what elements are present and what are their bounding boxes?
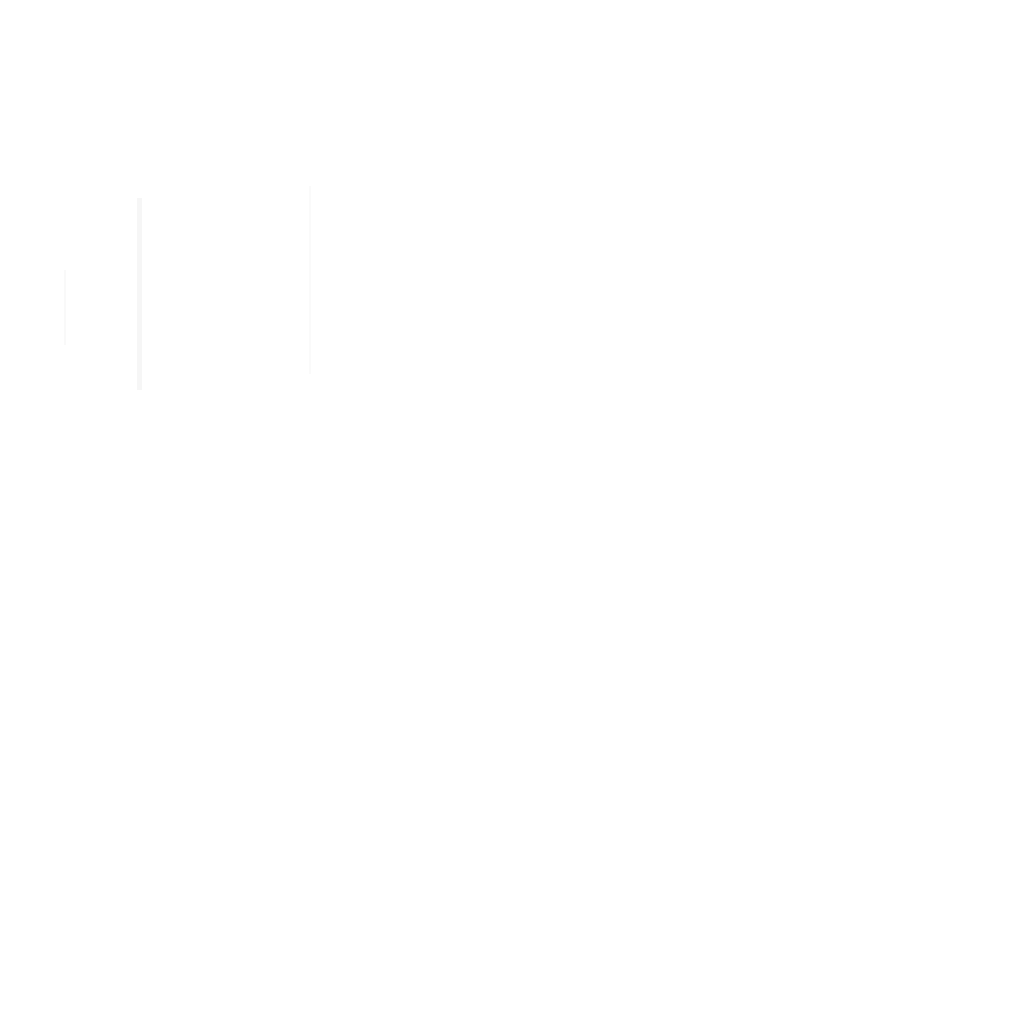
faint-content-region bbox=[60, 180, 320, 395]
faint-vertical-line bbox=[309, 186, 311, 374]
faint-vertical-line bbox=[137, 198, 142, 390]
faint-vertical-line bbox=[64, 270, 66, 345]
